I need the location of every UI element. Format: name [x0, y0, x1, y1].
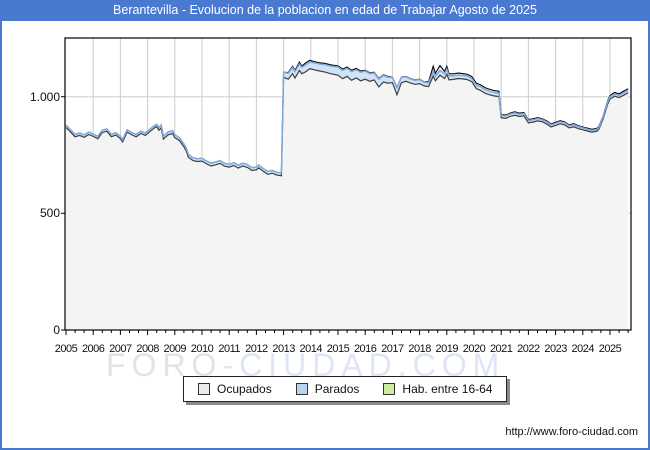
x-tick-label: 2008: [136, 343, 159, 355]
legend-item-ocupados: Ocupados: [198, 382, 272, 396]
x-tick-label: 2006: [81, 343, 105, 355]
x-tick-label: 2023: [544, 343, 567, 355]
x-tick-label: 2021: [489, 343, 513, 355]
x-tick-label: 2011: [218, 343, 241, 355]
y-tick-label: 1.000: [29, 89, 60, 104]
foro-ciudad-link[interactable]: http://www.foro-ciudad.com: [505, 426, 638, 438]
page-title: Berantevilla - Evolucion de la poblacion…: [113, 3, 537, 17]
x-tick-label: 2015: [326, 343, 350, 355]
x-tick-label: 2013: [272, 343, 295, 355]
y-tick-label: 500: [39, 206, 60, 221]
x-tick-label: 2022: [517, 343, 540, 355]
legend-label-hab-16-64: Hab. entre 16-64: [402, 382, 493, 396]
x-tick-label: 2009: [163, 343, 187, 355]
y-tick-label: 0: [53, 323, 60, 337]
x-tick-label: 2018: [408, 343, 431, 355]
hab-16-64-swatch: [383, 383, 396, 395]
x-tick-label: 2017: [381, 343, 404, 355]
legend-item-hab-16-64: Hab. entre 16-64: [383, 382, 492, 396]
x-tick-label: 2016: [353, 343, 377, 355]
legend: Ocupados Parados Hab. entre 16-64: [183, 376, 508, 402]
x-tick-label: 2005: [54, 343, 78, 355]
legend-item-parados: Parados: [295, 382, 360, 396]
legend-label-parados: Parados: [314, 382, 360, 396]
x-tick-label: 2012: [245, 343, 268, 355]
ocupados-swatch: [198, 383, 210, 395]
parados-swatch: [295, 383, 308, 395]
x-tick-label: 2020: [462, 343, 486, 355]
x-tick-label: 2025: [598, 343, 622, 355]
x-tick-label: 2024: [571, 343, 595, 355]
title-bar: Berantevilla - Evolucion de la poblacion…: [0, 0, 650, 21]
x-tick-label: 2014: [299, 343, 323, 355]
legend-label-ocupados: Ocupados: [217, 382, 272, 396]
x-tick-label: 2010: [190, 343, 214, 355]
x-tick-label: 2019: [435, 343, 459, 355]
x-tick-label: 2007: [109, 343, 132, 355]
